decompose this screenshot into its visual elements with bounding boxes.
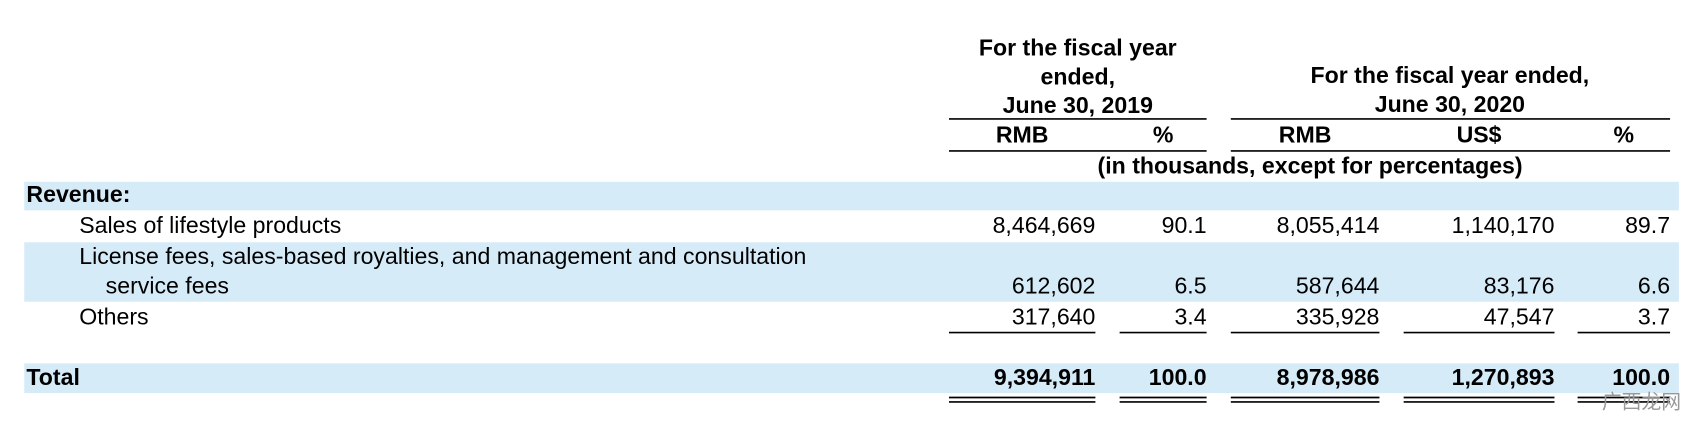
total-cell: 100.0	[1149, 364, 1207, 390]
row-band	[24, 242, 1679, 302]
cell: 90.1	[1162, 212, 1207, 238]
cell: 47,547	[1484, 303, 1555, 329]
total-cell: 100.0	[1612, 364, 1670, 390]
row-label: License fees, sales-based royalties, and…	[79, 243, 806, 269]
header: June 30, 2020	[1375, 91, 1525, 117]
cell: 3.7	[1638, 303, 1670, 329]
row-label: Others	[79, 303, 148, 329]
row-band	[24, 363, 1679, 394]
column-header: %	[1153, 122, 1174, 148]
row-label: Sales of lifestyle products	[79, 212, 341, 238]
header: ended,	[1041, 63, 1115, 89]
cell: 612,602	[1012, 273, 1096, 299]
column-header: US$	[1457, 122, 1502, 148]
total-cell: 1,270,893	[1452, 364, 1555, 390]
header: For the fiscal year	[979, 35, 1177, 61]
cell: 83,176	[1484, 273, 1555, 299]
cell: 6.6	[1638, 273, 1670, 299]
header: June 30, 2019	[1003, 92, 1153, 118]
header: For the fiscal year ended,	[1311, 62, 1590, 88]
watermark: 广西龙网	[1602, 391, 1681, 414]
column-header: %	[1614, 122, 1635, 148]
row-band	[24, 181, 1679, 211]
column-header: RMB	[996, 122, 1049, 148]
cell: 6.5	[1174, 273, 1206, 299]
total-label: Total	[26, 364, 80, 390]
cell: 8,055,414	[1277, 212, 1380, 238]
total-cell: 9,394,911	[994, 364, 1096, 390]
cell: 317,640	[1012, 303, 1096, 329]
total-cell: 8,978,986	[1277, 364, 1380, 390]
cell: 1,140,170	[1452, 212, 1555, 238]
cell: 335,928	[1296, 303, 1380, 329]
cell: 587,644	[1296, 273, 1380, 299]
unit-note: (in thousands, except for percentages)	[1098, 153, 1523, 179]
section-label: Revenue:	[26, 181, 130, 207]
column-header: RMB	[1279, 122, 1332, 148]
cell: 89.7	[1625, 212, 1670, 238]
row-label: service fees	[106, 273, 229, 299]
cell: 3.4	[1174, 303, 1206, 329]
cell: 8,464,669	[993, 212, 1096, 238]
